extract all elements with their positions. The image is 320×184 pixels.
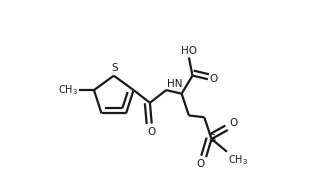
Text: CH$_3$: CH$_3$ bbox=[228, 153, 248, 167]
Text: O: O bbox=[196, 159, 204, 169]
Text: O: O bbox=[210, 74, 218, 84]
Text: HN: HN bbox=[167, 79, 183, 89]
Text: O: O bbox=[148, 127, 156, 137]
Text: S: S bbox=[111, 63, 118, 73]
Text: O: O bbox=[230, 118, 238, 128]
Text: S: S bbox=[208, 134, 215, 144]
Text: HO: HO bbox=[181, 46, 197, 56]
Text: CH$_3$: CH$_3$ bbox=[58, 83, 78, 97]
